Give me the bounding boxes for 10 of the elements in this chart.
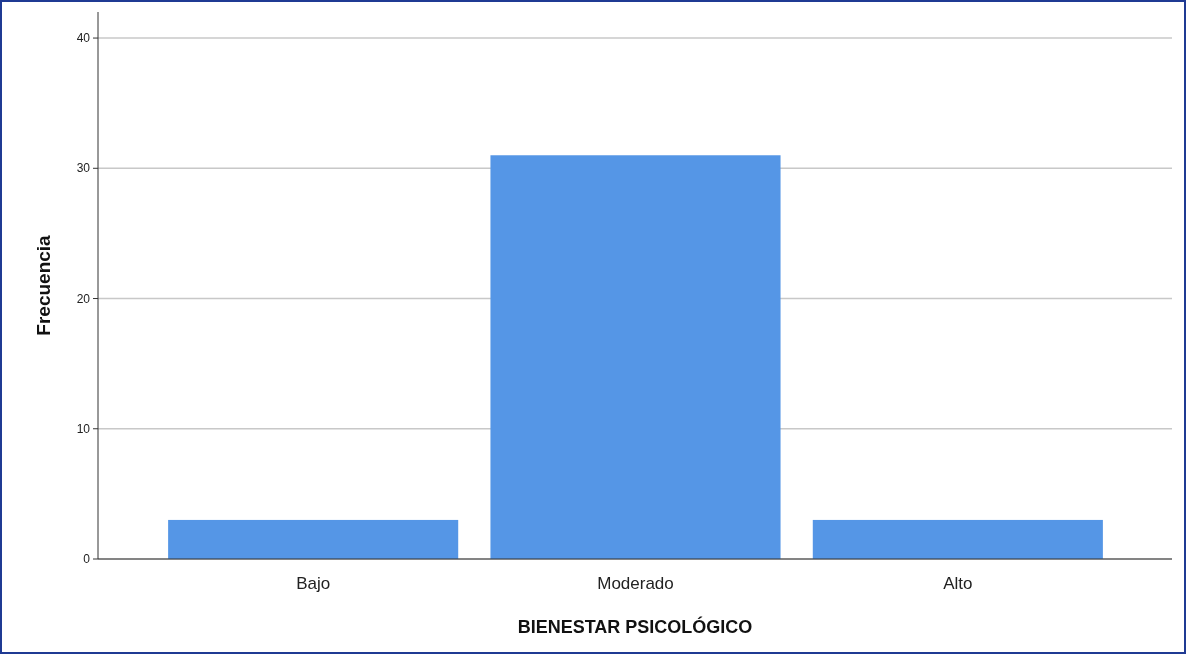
y-tick-label: 20 — [76, 291, 91, 306]
x-tick-label: Moderado — [597, 574, 674, 593]
x-tick-label: Bajo — [296, 574, 331, 593]
x-tick-label: Alto — [943, 574, 973, 593]
y-axis-title: Frecuencia — [33, 234, 54, 336]
y-tick-label: 0 — [83, 552, 91, 567]
y-tick-label: 10 — [76, 421, 91, 436]
y-tick-label: 30 — [76, 161, 91, 176]
x-axis-title: BIENESTAR PSICOLÓGICO — [517, 616, 753, 637]
y-tick-label: 40 — [76, 31, 91, 46]
